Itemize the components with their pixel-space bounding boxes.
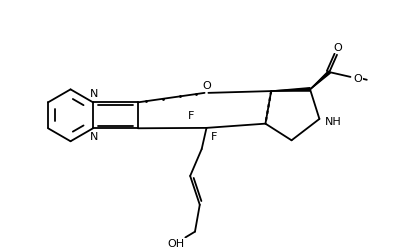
Text: NH: NH <box>324 117 340 127</box>
Polygon shape <box>309 71 330 89</box>
Text: O: O <box>202 81 210 91</box>
Text: F: F <box>211 132 217 143</box>
Text: N: N <box>90 132 98 142</box>
Text: F: F <box>188 111 194 121</box>
Text: N: N <box>90 89 98 99</box>
Text: O: O <box>353 74 362 84</box>
Text: OH: OH <box>167 239 184 248</box>
Polygon shape <box>271 88 309 91</box>
Text: O: O <box>333 43 342 53</box>
